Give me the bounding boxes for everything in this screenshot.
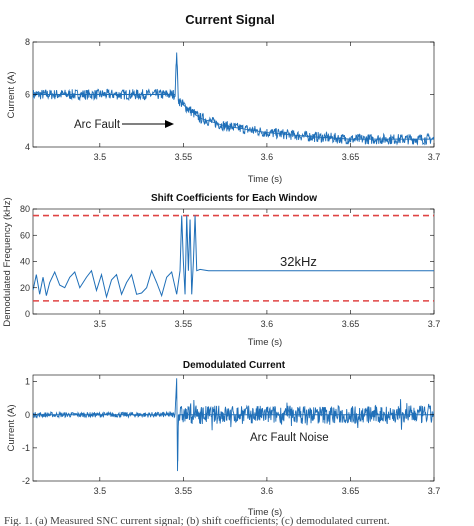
panel-2-title: Shift Coefficients for Each Window	[151, 193, 317, 204]
series-line-0	[33, 52, 434, 146]
x-tick-label: 3.65	[342, 319, 360, 329]
panel-shift-coefficients: Shift Coefficients for Each Window 3.5 3.…	[2, 193, 440, 348]
panel-3-axes	[32, 374, 435, 482]
x-tick-label: 3.6	[261, 486, 274, 496]
panel-2-ticks: 3.5 3.55 3.6 3.65 3.7 0 20 40 60 80	[20, 204, 440, 329]
x-tick-label: 3.55	[175, 152, 193, 162]
y-tick-label: 0	[25, 410, 30, 420]
x-tick-label: 3.6	[261, 319, 274, 329]
panel-demodulated-current: Demodulated Current 3.5 3.55 3.6 3.65 3.7 -2 -…	[6, 360, 440, 518]
x-tick-label: 3.7	[428, 152, 441, 162]
panel-current-signal: Current Signal 3.5 3.55 3.6 3.65 3.7 4 6 8 Time…	[6, 12, 440, 185]
x-tick-label: 3.5	[94, 152, 107, 162]
panel-2-xlabel: Time (s)	[248, 337, 282, 348]
panel-2-plot-area	[33, 214, 434, 302]
panel-2-ylabel: Demodulated Frequency (kHz)	[2, 197, 13, 326]
x-tick-label: 3.65	[342, 486, 360, 496]
figure-caption: Fig. 1. (a) Measured SNC current signal;…	[4, 515, 390, 526]
panel-3-xlabel: Time (s)	[248, 507, 282, 518]
panel-1-ylabel: Current (A)	[6, 72, 17, 119]
x-tick-label: 3.65	[342, 152, 360, 162]
x-tick-label: 3.55	[175, 486, 193, 496]
y-tick-label: 0	[25, 309, 30, 319]
y-tick-label: 1	[25, 377, 30, 387]
x-tick-label: 3.5	[94, 486, 107, 496]
32khz-label: 32kHz	[280, 254, 317, 269]
x-tick-label: 3.7	[428, 486, 441, 496]
series-line-0	[33, 215, 434, 299]
panel-3-ticks: 3.5 3.55 3.6 3.65 3.7 -2 -1 0 1	[22, 375, 440, 496]
y-tick-label: 4	[25, 142, 30, 152]
y-tick-label: 40	[20, 257, 30, 267]
panel-3-title: Demodulated Current	[183, 360, 286, 371]
y-tick-label: 20	[20, 283, 30, 293]
x-tick-label: 3.6	[261, 152, 274, 162]
x-tick-label: 3.7	[428, 319, 441, 329]
y-tick-label: 60	[20, 230, 30, 240]
panel-1-title: Current Signal	[185, 12, 275, 27]
y-tick-label: -2	[22, 476, 30, 486]
x-tick-label: 3.5	[94, 319, 107, 329]
panel-3-ylabel: Current (A)	[6, 405, 17, 452]
y-tick-label: 6	[25, 90, 30, 100]
panel-1-plot-area	[33, 52, 434, 146]
arc-fault-noise-label: Arc Fault Noise	[250, 432, 329, 444]
arc-fault-annotation: Arc Fault	[74, 119, 174, 131]
y-tick-label: 80	[20, 204, 30, 214]
panel-1-ticks: 3.5 3.55 3.6 3.65 3.7 4 6 8	[25, 37, 440, 162]
series-line-0	[33, 378, 434, 472]
y-tick-label: 8	[25, 37, 30, 47]
panel-3-plot-area	[33, 378, 434, 472]
panel-1-xlabel: Time (s)	[248, 174, 282, 185]
y-tick-label: -1	[22, 443, 30, 453]
panel-2-axes	[32, 208, 435, 315]
arc-fault-label: Arc Fault	[74, 119, 121, 131]
x-tick-label: 3.55	[175, 319, 193, 329]
